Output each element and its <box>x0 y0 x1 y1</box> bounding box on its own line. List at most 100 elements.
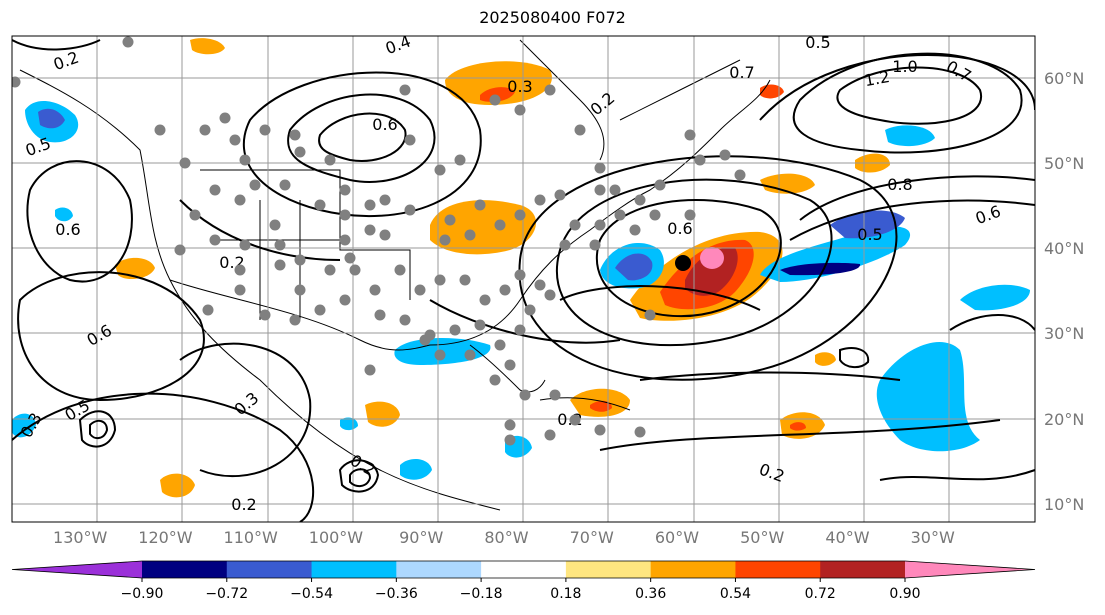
colorbar-tick-label: −0.54 <box>290 586 333 602</box>
station-dot <box>174 244 186 256</box>
station-dot <box>489 94 501 106</box>
colorbar-tick-label: 0.54 <box>719 586 752 602</box>
station-dot <box>404 134 416 146</box>
colorbar-segment <box>142 561 228 578</box>
station-dot <box>474 319 486 331</box>
station-dot <box>514 104 526 116</box>
station-dot <box>594 219 606 231</box>
contour-label: 0.6 <box>667 219 692 238</box>
station-dot <box>274 239 286 251</box>
station-dot <box>219 112 231 124</box>
shaded-field <box>12 38 1030 498</box>
station-dot <box>504 359 516 371</box>
station-dot <box>504 434 516 446</box>
station-dot <box>549 389 561 401</box>
station-dot <box>474 199 486 211</box>
station-dot <box>339 294 351 306</box>
contour-label: 1.0 <box>892 57 917 76</box>
station-dot <box>279 179 291 191</box>
station-dot <box>459 274 471 286</box>
station-dot <box>519 389 531 401</box>
colorbar-tick-label: 0.72 <box>804 586 836 602</box>
station-dot <box>339 209 351 221</box>
station-dot <box>234 264 246 276</box>
colorbar-tick-label: −0.90 <box>120 586 164 602</box>
station-dot <box>339 234 351 246</box>
contour-label: 0.5 <box>805 33 830 52</box>
station-dot <box>239 154 251 166</box>
contour-label: 0.8 <box>887 175 912 194</box>
station-dot <box>349 264 361 276</box>
station-dot <box>544 84 556 96</box>
station-dot <box>504 419 516 431</box>
lat-label: 10°N <box>1044 494 1085 514</box>
contour-label: 0.2 <box>231 495 256 514</box>
station-dot <box>444 214 456 226</box>
station-dot <box>434 274 446 286</box>
station-markers <box>12 36 746 446</box>
lon-label: 130°W <box>53 528 108 547</box>
station-dot <box>494 339 506 351</box>
contour-lines <box>12 39 1035 522</box>
station-dot <box>544 289 556 301</box>
station-dot <box>499 284 511 296</box>
station-dot <box>559 239 571 251</box>
colorbar-tick-label: 0.18 <box>550 586 582 602</box>
station-dot <box>249 179 261 191</box>
contour-label: 0.7 <box>729 63 754 82</box>
station-dot <box>514 324 526 336</box>
station-dot <box>274 259 286 271</box>
station-dot <box>314 304 326 316</box>
colorbar-tick-label: 0.36 <box>635 586 667 602</box>
station-dot <box>629 224 641 236</box>
station-dot <box>379 194 391 206</box>
station-dot <box>534 279 546 291</box>
station-dot <box>439 234 451 246</box>
lon-label: 120°W <box>138 528 193 547</box>
contour-label: 0.6 <box>372 115 397 134</box>
station-dot <box>364 199 376 211</box>
colorbar-tick-label: −0.36 <box>374 586 418 602</box>
station-dot <box>374 309 386 321</box>
station-dot <box>202 304 214 316</box>
station-dot <box>199 124 211 136</box>
station-dot <box>514 269 526 281</box>
station-dot <box>379 229 391 241</box>
colorbar <box>11 560 1036 582</box>
station-dot <box>419 334 431 346</box>
colorbar-tick-label: −0.18 <box>459 586 503 602</box>
station-dot <box>239 239 251 251</box>
station-dot <box>434 349 446 361</box>
station-dot <box>394 264 406 276</box>
station-dot <box>269 219 281 231</box>
station-dot <box>189 209 201 221</box>
station-dot <box>594 184 606 196</box>
colorbar-segment <box>226 561 313 578</box>
colorbar-segment <box>565 561 652 578</box>
colorbar-tick-label: −0.72 <box>205 586 249 602</box>
contour-label: 0.5 <box>857 225 882 244</box>
station-dot <box>294 284 306 296</box>
station-dot <box>399 84 411 96</box>
station-dot <box>649 209 661 221</box>
station-dot <box>234 284 246 296</box>
station-dot <box>574 124 586 136</box>
station-dot <box>344 252 356 264</box>
station-dot <box>369 284 381 296</box>
contour-label: 0.6 <box>55 220 80 239</box>
lat-label: 20°N <box>1044 409 1085 429</box>
lat-label: 50°N <box>1044 153 1085 173</box>
station-dot <box>464 229 476 241</box>
lon-label: 110°W <box>223 528 278 547</box>
station-dot <box>534 194 546 206</box>
station-dot <box>179 157 191 169</box>
station-dot <box>229 134 241 146</box>
station-dot <box>544 429 556 441</box>
station-dot <box>449 324 461 336</box>
station-dot <box>594 162 606 174</box>
station-dot <box>324 154 336 166</box>
station-dot <box>294 146 306 158</box>
station-dot <box>609 184 621 196</box>
station-dot <box>569 414 581 426</box>
